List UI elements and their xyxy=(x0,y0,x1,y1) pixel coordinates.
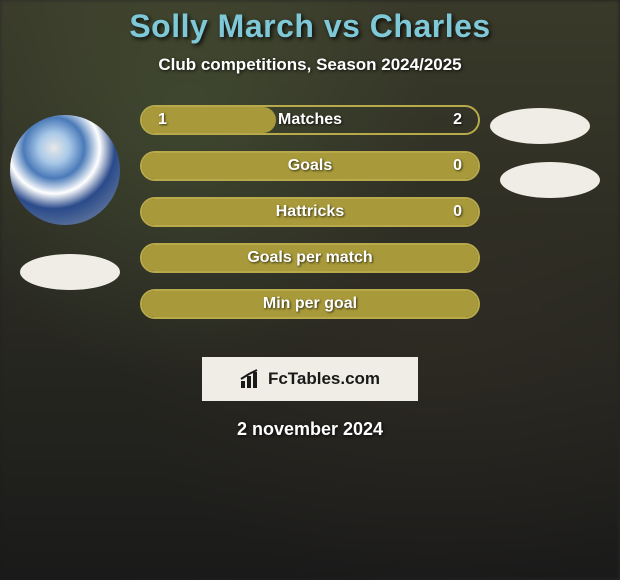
stat-bar: Min per goal xyxy=(140,289,480,319)
player-avatar-left xyxy=(10,115,120,225)
stat-bar-fill xyxy=(142,199,478,225)
season-subtitle: Club competitions, Season 2024/2025 xyxy=(0,55,620,75)
stat-bar: Goals per match xyxy=(140,243,480,273)
stat-bar: 1Matches2 xyxy=(140,105,480,135)
stat-label: Goals per match xyxy=(142,249,478,267)
stat-value-right: 0 xyxy=(453,157,462,175)
fctables-label: FcTables.com xyxy=(268,369,380,389)
chart-icon xyxy=(240,369,262,389)
stat-bar-fill xyxy=(142,153,478,179)
stat-label: Min per goal xyxy=(142,295,478,313)
snapshot-date: 2 november 2024 xyxy=(0,419,620,440)
stat-label: Goals xyxy=(142,157,478,175)
stat-bars: 1Matches2Goals0Hattricks0Goals per match… xyxy=(140,105,480,319)
stat-value-right: 0 xyxy=(453,203,462,221)
player-badge-ellipse xyxy=(500,162,600,198)
stat-value-right: 2 xyxy=(453,111,462,129)
stat-bar-fill xyxy=(142,291,478,317)
stat-label: Matches xyxy=(142,111,478,129)
fctables-badge: FcTables.com xyxy=(202,357,418,401)
player-badge-ellipse xyxy=(490,108,590,144)
player-badge-ellipse xyxy=(20,254,120,290)
stat-bar-fill xyxy=(142,245,478,271)
stat-label: Hattricks xyxy=(142,203,478,221)
page-title: Solly March vs Charles xyxy=(0,8,620,45)
stat-value-left: 1 xyxy=(158,111,167,129)
stat-bar: Goals0 xyxy=(140,151,480,181)
stat-bar: Hattricks0 xyxy=(140,197,480,227)
stats-area: 1Matches2Goals0Hattricks0Goals per match… xyxy=(0,105,620,345)
